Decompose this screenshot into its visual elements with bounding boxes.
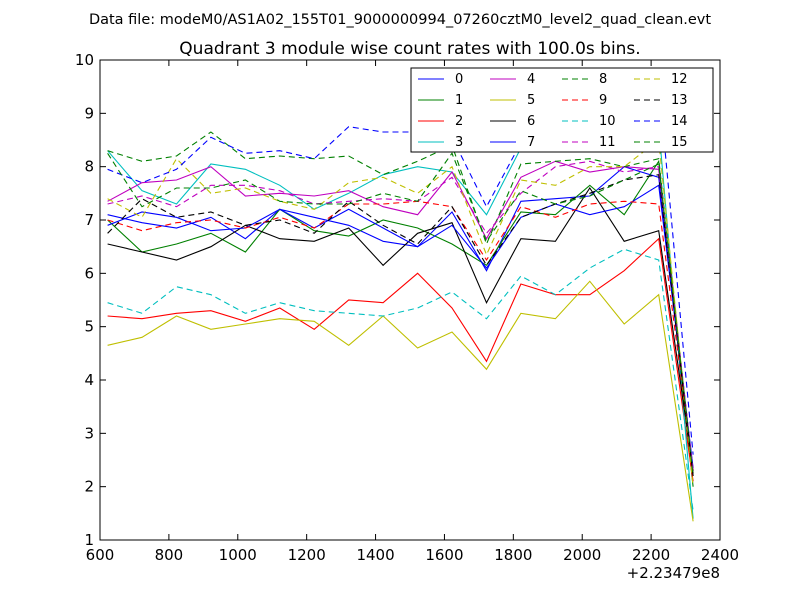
series-line-13 bbox=[107, 174, 694, 477]
suptitle: Data file: modeM0/AS1A02_155T01_90000009… bbox=[89, 12, 711, 28]
plot-lines bbox=[107, 80, 694, 522]
x-tick-label: 800 bbox=[155, 546, 184, 564]
x-axis: 600 800 1000 1200 1400 1600 1800 2000 2200 2400 bbox=[86, 60, 739, 564]
legend-label-3: 3 bbox=[455, 135, 463, 150]
x-tick-label: 1200 bbox=[288, 546, 326, 564]
y-tick-label: 5 bbox=[84, 318, 94, 336]
series-line-2 bbox=[107, 237, 694, 482]
y-tick-label: 6 bbox=[84, 264, 94, 282]
legend-label-10: 10 bbox=[599, 114, 616, 129]
series-line-1 bbox=[107, 159, 694, 487]
y-tick-label: 3 bbox=[84, 424, 94, 442]
series-line-5 bbox=[107, 280, 694, 522]
series-line-12 bbox=[107, 138, 694, 487]
legend-label-7: 7 bbox=[527, 135, 535, 150]
x-tick-label: 1800 bbox=[494, 546, 532, 564]
series-line-7 bbox=[107, 184, 694, 469]
y-tick-label: 4 bbox=[84, 371, 94, 389]
series-line-8 bbox=[107, 131, 694, 474]
series-line-15 bbox=[107, 152, 694, 477]
legend-label-4: 4 bbox=[527, 72, 535, 87]
x-tick-label: 2000 bbox=[563, 546, 601, 564]
legend-label-15: 15 bbox=[671, 135, 688, 150]
x-tick-label: 2200 bbox=[632, 546, 670, 564]
legend-label-6: 6 bbox=[527, 114, 535, 129]
series-line-10 bbox=[107, 248, 694, 511]
series-line-6 bbox=[107, 186, 694, 471]
legend-label-8: 8 bbox=[599, 72, 607, 87]
legend-label-12: 12 bbox=[671, 72, 688, 87]
legend-label-1: 1 bbox=[455, 93, 463, 108]
series-line-9 bbox=[107, 200, 694, 471]
y-tick-label: 7 bbox=[84, 211, 94, 229]
y-tick-label: 1 bbox=[84, 531, 94, 549]
y-tick-label: 9 bbox=[84, 104, 94, 122]
legend-label-14: 14 bbox=[671, 114, 688, 129]
plot-frame bbox=[99, 59, 721, 541]
legend-label-11: 11 bbox=[599, 135, 616, 150]
y-tick-label: 10 bbox=[75, 51, 94, 69]
y-tick-label: 2 bbox=[84, 478, 94, 496]
x-tick-label: 2400 bbox=[701, 546, 739, 564]
series-line-0 bbox=[107, 166, 694, 477]
chart-title: Quadrant 3 module wise count rates with … bbox=[179, 39, 640, 59]
legend-frame bbox=[410, 67, 714, 153]
legend-label-0: 0 bbox=[455, 72, 463, 87]
legend-label-9: 9 bbox=[599, 93, 607, 108]
x-tick-label: 1400 bbox=[356, 546, 394, 564]
legend-label-2: 2 bbox=[455, 114, 463, 129]
series-line-11 bbox=[107, 160, 694, 471]
legend-label-13: 13 bbox=[671, 93, 688, 108]
x-tick-label: 600 bbox=[86, 546, 115, 564]
legend-label-5: 5 bbox=[527, 93, 535, 108]
x-tick-label: 1600 bbox=[425, 546, 463, 564]
series-line-4 bbox=[107, 160, 694, 471]
x-tick-label: 1000 bbox=[219, 546, 257, 564]
y-tick-label: 8 bbox=[84, 158, 94, 176]
x-offset-label: +2.23479e8 bbox=[627, 564, 720, 582]
